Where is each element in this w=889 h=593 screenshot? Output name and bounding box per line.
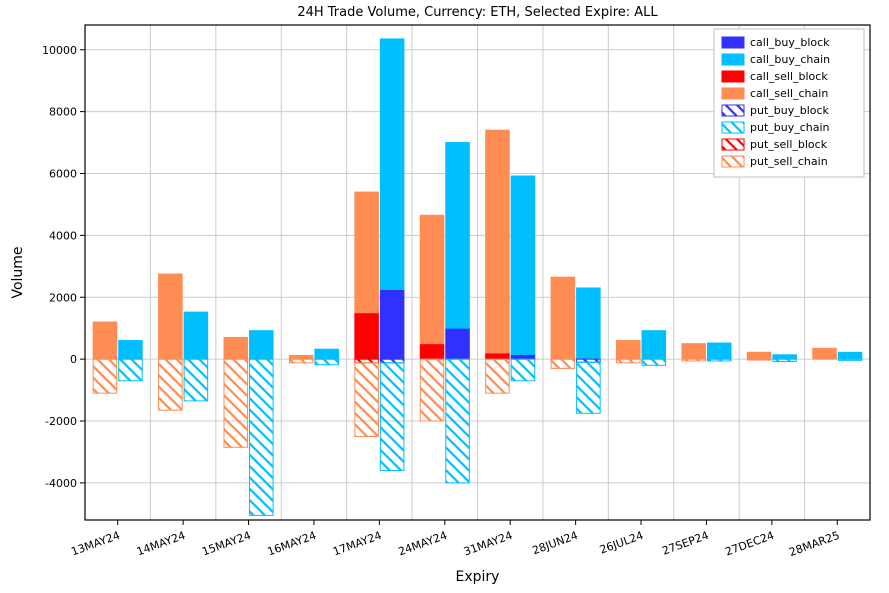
- bar-call-buy-chain: [707, 343, 731, 359]
- x-tick-label: 28MAR25: [787, 529, 841, 559]
- bar-call-buy-chain: [577, 288, 601, 359]
- bar-put-buy-chain: [511, 359, 535, 381]
- bar-call-sell-chain: [682, 344, 706, 359]
- x-tick-label: 14MAY24: [135, 529, 187, 559]
- x-tick-label: 15MAY24: [200, 529, 252, 559]
- y-tick-label: 8000: [49, 106, 77, 119]
- bar-call-buy-chain: [380, 39, 404, 290]
- x-tick-label: 27DEC24: [723, 529, 775, 559]
- bar-call-buy-chain: [838, 352, 862, 359]
- x-tick-label: 27SEP24: [660, 529, 710, 558]
- chart-container: -4000 -2000 0 2000 4000 6000 8000 10000 13MAY24 1…: [0, 0, 889, 593]
- bar-call-sell-chain: [813, 348, 837, 359]
- y-tick-label: 10000: [42, 44, 77, 57]
- x-axis-label: Expiry: [456, 569, 500, 585]
- legend-swatch: [722, 156, 744, 167]
- legend-swatch: [722, 71, 744, 82]
- bar-put-buy-chain: [773, 359, 797, 361]
- bar-put-buy-chain: [380, 363, 404, 471]
- bar-put-buy-chain: [250, 359, 274, 515]
- bar-call-sell-chain: [747, 352, 771, 359]
- bar-put-sell-chain: [747, 359, 771, 360]
- bar-call-buy-block: [511, 354, 535, 359]
- bar-put-sell-chain: [551, 359, 575, 368]
- legend-label: call_sell_chain: [750, 87, 828, 100]
- legend-swatch: [722, 54, 744, 65]
- bar-put-buy-chain: [642, 359, 666, 365]
- bar-call-buy-chain: [446, 143, 470, 329]
- bar-put-sell-chain: [355, 363, 379, 437]
- bar-put-buy-chain: [184, 359, 208, 401]
- bar-call-sell-block: [420, 344, 444, 359]
- legend-swatch: [722, 105, 744, 116]
- legend-label: call_buy_chain: [750, 53, 830, 66]
- bar-call-sell-chain: [224, 337, 248, 359]
- bar-put-buy-chain: [119, 359, 143, 381]
- bar-call-buy-chain: [184, 312, 208, 359]
- bar-put-sell-chain: [159, 359, 183, 410]
- x-tick-label: 31MAY24: [462, 529, 514, 559]
- y-tick-label: -4000: [45, 477, 77, 490]
- legend-label: put_sell_chain: [750, 155, 828, 168]
- bar-put-buy-chain: [838, 359, 862, 360]
- bar-call-sell-chain: [551, 277, 575, 359]
- bar-call-buy-chain: [119, 341, 143, 360]
- bar-call-buy-block: [446, 328, 470, 359]
- bar-call-buy-chain: [315, 349, 339, 359]
- bar-call-buy-block: [380, 290, 404, 360]
- chart-title: 24H Trade Volume, Currency: ETH, Selecte…: [297, 5, 658, 20]
- x-tick-label: 28JUN24: [531, 529, 580, 557]
- x-tick-label: 24MAY24: [397, 529, 449, 559]
- legend-label: call_buy_block: [750, 36, 830, 49]
- bar-call-buy-chain: [773, 355, 797, 359]
- legend-swatch: [722, 88, 744, 99]
- bar-put-buy-block: [380, 359, 404, 363]
- bar-put-buy-chain: [707, 359, 731, 361]
- legend-swatch: [722, 139, 744, 150]
- bar-call-sell-chain: [420, 215, 444, 343]
- bar-call-sell-chain: [289, 355, 313, 359]
- bar-put-buy-chain: [315, 359, 339, 365]
- bar-call-sell-block: [486, 353, 510, 359]
- bar-put-buy-chain: [577, 362, 601, 413]
- bar-call-sell-chain: [617, 341, 641, 360]
- y-tick-label: -2000: [45, 415, 77, 428]
- legend-label: call_sell_block: [750, 70, 828, 83]
- bar-call-sell-chain: [93, 322, 117, 359]
- legend: call_buy_block call_buy_chain call_sell_bl…: [714, 29, 864, 177]
- bar-put-sell-chain: [486, 359, 510, 393]
- bar-put-sell-chain: [420, 359, 444, 421]
- y-tick-label: 6000: [49, 168, 77, 181]
- y-tick-label: 2000: [49, 291, 77, 304]
- x-tick-label: 26JUL24: [598, 529, 645, 557]
- legend-label: put_buy_block: [750, 104, 830, 117]
- x-tick-label: 16MAY24: [266, 529, 318, 559]
- y-tick-label: 0: [70, 353, 77, 366]
- volume-chart: -4000 -2000 0 2000 4000 6000 8000 10000 13MAY24 1…: [0, 0, 889, 593]
- x-tick-label: 17MAY24: [331, 529, 383, 559]
- x-tick-label: 13MAY24: [69, 529, 121, 559]
- legend-swatch: [722, 37, 744, 48]
- legend-label: put_buy_chain: [750, 121, 830, 134]
- bar-put-sell-block: [355, 359, 379, 363]
- bar-call-buy-chain: [642, 331, 666, 359]
- y-axis-label: Volume: [10, 246, 26, 298]
- bar-put-sell-chain: [93, 359, 117, 393]
- bar-call-buy-chain: [250, 331, 274, 359]
- bar-put-sell-chain: [224, 359, 248, 447]
- bar-put-buy-chain: [446, 359, 470, 483]
- bar-put-sell-chain: [682, 359, 706, 361]
- bar-call-sell-chain: [486, 130, 510, 353]
- y-tick-label: 4000: [49, 229, 77, 242]
- bar-put-sell-chain: [289, 359, 313, 363]
- legend-swatch: [722, 122, 744, 133]
- bar-call-sell-chain: [159, 274, 183, 359]
- bar-call-sell-chain: [355, 192, 379, 313]
- legend-label: put_sell_block: [750, 138, 828, 151]
- bar-call-buy-chain: [511, 176, 535, 355]
- bar-put-sell-chain: [617, 359, 641, 363]
- bar-call-sell-block: [355, 313, 379, 359]
